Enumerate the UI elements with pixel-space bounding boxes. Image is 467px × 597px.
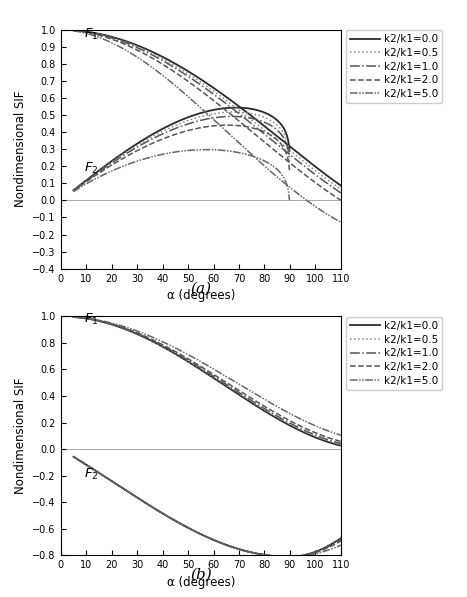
Text: $F_1$: $F_1$ <box>84 312 98 327</box>
Legend: k2/k1=0.0, k2/k1=0.5, k2/k1=1.0, k2/k1=2.0, k2/k1=5.0: k2/k1=0.0, k2/k1=0.5, k2/k1=1.0, k2/k1=2… <box>346 317 442 390</box>
Text: $F_1$: $F_1$ <box>84 27 98 42</box>
Legend: k2/k1=0.0, k2/k1=0.5, k2/k1=1.0, k2/k1=2.0, k2/k1=5.0: k2/k1=0.0, k2/k1=0.5, k2/k1=1.0, k2/k1=2… <box>346 30 442 103</box>
X-axis label: α (degrees): α (degrees) <box>167 289 235 302</box>
Text: (b): (b) <box>190 568 212 582</box>
X-axis label: α (degrees): α (degrees) <box>167 576 235 589</box>
Text: $F_2$: $F_2$ <box>84 161 98 176</box>
Text: $F_2$: $F_2$ <box>84 467 98 482</box>
Y-axis label: Nondimensional SIF: Nondimensional SIF <box>14 378 27 494</box>
Text: (a): (a) <box>190 282 212 296</box>
Y-axis label: Nondimensional SIF: Nondimensional SIF <box>14 91 27 207</box>
